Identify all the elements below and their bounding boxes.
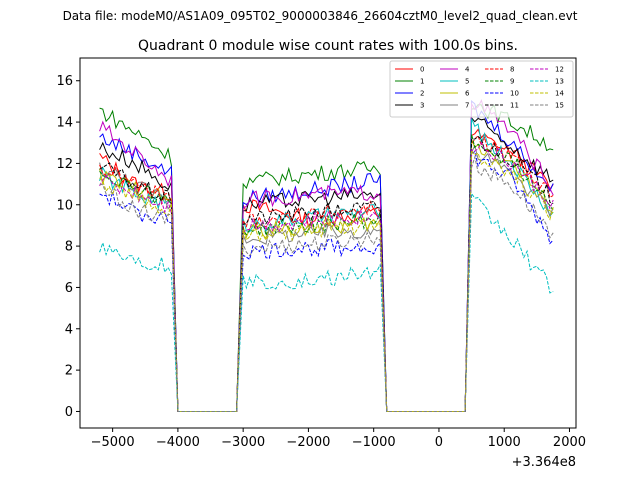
legend-label-10: 10 <box>510 90 519 98</box>
legend-label-7: 7 <box>465 102 469 110</box>
y-axis: 0 2 4 6 8 10 12 14 16 <box>56 74 80 420</box>
x-axis: −5000 −4000 −3000 −2000 −1000 0 1000 2000 <box>91 428 586 450</box>
series-line-3 <box>99 116 554 412</box>
axes-frame <box>79 57 577 429</box>
series-line-11 <box>99 135 554 412</box>
x-tick-label: −2000 <box>286 435 330 450</box>
y-tick-label: 8 <box>65 240 73 255</box>
series-line-9 <box>99 134 554 412</box>
series-line-2 <box>99 100 554 412</box>
series-line-4 <box>99 99 554 412</box>
legend-label-1: 1 <box>420 78 424 86</box>
legend-label-4: 4 <box>465 66 470 74</box>
legend-label-0: 0 <box>420 66 424 74</box>
y-tick-label: 2 <box>65 364 73 379</box>
series-line-12 <box>99 141 554 412</box>
x-tick-label: −3000 <box>221 435 265 450</box>
y-tick-label: 10 <box>56 198 73 213</box>
y-tick-label: 6 <box>65 281 73 296</box>
legend-frame <box>389 60 574 118</box>
x-tick-label: 1000 <box>488 435 521 450</box>
y-tick-label: 16 <box>56 74 73 89</box>
x-tick-label: 0 <box>435 435 443 450</box>
x-tick-label: −5000 <box>91 435 135 450</box>
plot-lines <box>99 99 554 412</box>
legend-label-12: 12 <box>555 66 564 74</box>
legend-label-11: 11 <box>510 102 519 110</box>
y-tick-label: 14 <box>56 116 73 131</box>
x-axis-offset-label: +3.364e8 <box>512 455 576 470</box>
y-tick-label: 12 <box>56 157 73 172</box>
y-tick-label: 0 <box>65 405 73 420</box>
legend-label-6: 6 <box>465 90 470 98</box>
y-tick-label: 4 <box>65 322 73 337</box>
legend-label-14: 14 <box>555 90 564 98</box>
figure-suptitle: Data file: modeM0/AS1A09_095T02_90000038… <box>63 9 578 23</box>
legend-label-15: 15 <box>555 102 564 110</box>
legend-label-3: 3 <box>420 102 424 110</box>
legend-label-9: 9 <box>510 78 514 86</box>
series-line-8 <box>99 134 554 412</box>
legend-label-5: 5 <box>465 78 469 86</box>
series-line-13 <box>99 192 554 412</box>
legend-label-8: 8 <box>510 66 514 74</box>
x-tick-label: −1000 <box>352 435 396 450</box>
chart-title: Quadrant 0 module wise count rates with … <box>138 38 518 54</box>
x-tick-label: −4000 <box>156 435 200 450</box>
legend-label-13: 13 <box>555 78 564 86</box>
x-tick-label: 2000 <box>553 435 586 450</box>
series-line-15 <box>99 155 554 412</box>
series-line-14 <box>99 148 554 412</box>
legend-label-2: 2 <box>420 90 424 98</box>
